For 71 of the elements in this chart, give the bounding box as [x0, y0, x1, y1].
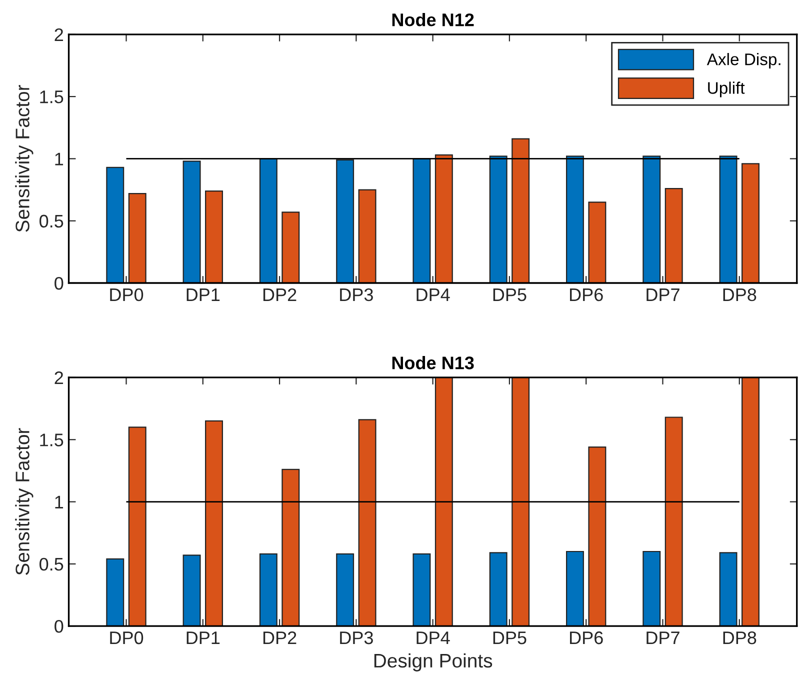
y-axis-title: Sensitivity Factor	[15, 85, 34, 232]
bar	[128, 426, 146, 626]
bar	[566, 550, 584, 626]
bar	[358, 419, 376, 626]
x-tick-label: DP3	[340, 631, 373, 644]
bar	[282, 468, 300, 626]
bar	[664, 188, 683, 284]
y-tick-label: 0.5	[40, 214, 64, 228]
x-tick-label: DP1	[186, 632, 220, 644]
bar	[642, 550, 661, 626]
x-tick-label: DP4	[416, 632, 450, 644]
bar	[205, 420, 223, 626]
y-tick-label: 0	[54, 620, 64, 633]
x-tick-label: DP1	[186, 288, 220, 301]
x-tick-label: DP0	[110, 631, 144, 644]
x-tick-label: DP6	[570, 631, 603, 644]
y-tick-label: 1	[55, 152, 64, 166]
bar	[512, 138, 530, 284]
y-tick-label: 1	[55, 496, 64, 508]
x-axis-title: Design Points	[374, 653, 492, 672]
bar	[664, 416, 683, 626]
bar	[742, 163, 760, 284]
bar	[719, 552, 738, 626]
bar	[259, 158, 278, 284]
y-tick-label: 1.5	[40, 434, 64, 446]
bar	[489, 156, 508, 284]
bar	[412, 553, 431, 626]
legend-label: Uplift	[708, 82, 745, 98]
x-tick-label: DP2	[263, 288, 296, 301]
bar	[642, 156, 661, 284]
bar	[719, 156, 738, 284]
x-tick-label: DP7	[646, 632, 680, 644]
bar	[205, 190, 223, 284]
x-tick-label: DP4	[416, 288, 450, 301]
y-tick-label: 1.5	[40, 90, 64, 104]
bar	[128, 192, 146, 284]
bar	[282, 212, 300, 284]
bar	[336, 159, 354, 284]
bar	[742, 377, 760, 626]
chart-title: Node N13	[392, 356, 474, 370]
bar	[434, 377, 453, 626]
legend-label: Axle Disp.	[706, 52, 780, 69]
bar	[566, 156, 584, 284]
chart-title: Node N12	[392, 12, 474, 26]
y-tick-label: 2	[54, 371, 63, 384]
x-tick-label: DP5	[493, 288, 526, 302]
x-tick-label: DP8	[723, 288, 756, 302]
y-axis-title: Sensitivity Factor	[15, 428, 34, 575]
x-tick-label: DP6	[570, 288, 603, 302]
bar	[358, 189, 376, 284]
y-tick-label: 0	[54, 276, 64, 290]
x-tick-label: DP2	[263, 631, 296, 644]
bar	[512, 377, 530, 626]
bar	[489, 552, 508, 626]
bar	[336, 553, 354, 626]
x-tick-label: DP0	[110, 288, 144, 302]
bar	[588, 446, 606, 626]
bar	[106, 166, 124, 284]
x-tick-label: DP3	[340, 288, 373, 302]
bar	[588, 202, 606, 284]
x-tick-label: DP7	[646, 288, 680, 301]
bar	[259, 553, 278, 626]
x-tick-label: DP8	[723, 631, 756, 644]
bar	[106, 558, 124, 626]
bar	[182, 554, 201, 626]
bar	[182, 160, 201, 284]
y-tick-label: 2	[54, 28, 63, 41]
bar	[412, 158, 431, 284]
x-tick-label: DP5	[493, 632, 526, 644]
y-tick-label: 0.5	[40, 558, 64, 571]
bar	[434, 154, 453, 284]
